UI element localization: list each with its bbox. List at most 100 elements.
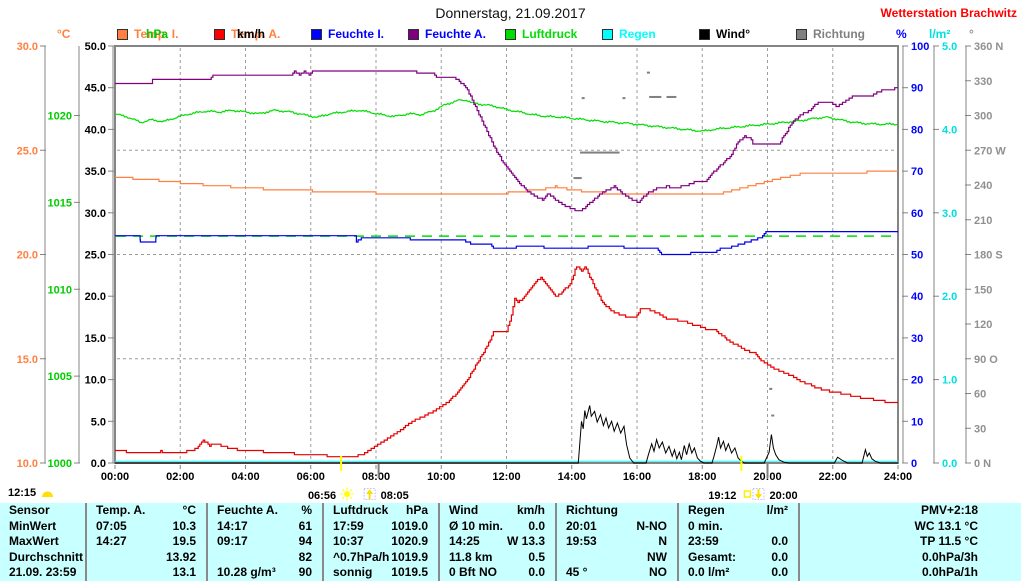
- table-cell-right: km/h: [516, 503, 545, 517]
- table-cell: 14:25 W 13.3: [440, 534, 554, 550]
- table-cell-left: 14:27: [96, 534, 127, 549]
- table-cell-left: 10:37: [333, 534, 364, 549]
- table-cell-right: 0.0hPa/1h: [921, 565, 978, 580]
- sun-low-icon: [42, 491, 54, 497]
- legend-swatch: [214, 28, 225, 40]
- unit-label-kmh: km/h: [237, 27, 266, 41]
- axis-tick-label: 70: [911, 166, 923, 178]
- time-label: 00:00: [101, 471, 129, 483]
- axis-tick-label: 180 S: [974, 250, 1003, 262]
- table-cell: 10:37 1020.9: [324, 534, 437, 550]
- table-separator: [85, 503, 87, 581]
- unit-label-deg: °: [969, 27, 974, 41]
- status-time-label: 12:15: [8, 487, 37, 499]
- legend-label: Feuchte I.: [328, 27, 385, 41]
- table-cell-right: %: [301, 503, 312, 517]
- table-separator: [322, 503, 324, 581]
- table-cell-left: Wind: [449, 503, 479, 517]
- legend-item-2: Temp. A.: [214, 28, 280, 40]
- table-row-label: Durchschnitt: [9, 549, 84, 564]
- table-cell-right: 10.3: [172, 518, 196, 533]
- legend-swatch: [505, 28, 516, 40]
- table-cell: 0.0hPa/3h: [800, 550, 1020, 566]
- unit-label-pct: %: [896, 27, 907, 41]
- axis-tick-label: 360 N: [974, 41, 1003, 53]
- table-cell-left: Temp. A.: [96, 503, 146, 517]
- table-cell-right: 1019.0: [391, 518, 428, 533]
- table-cell-left: 45 °: [566, 565, 588, 580]
- table-separator: [206, 503, 208, 581]
- axis-hpa: 1020 1015 1010 1005 1000: [48, 46, 80, 470]
- marker-time-label: 20:00: [770, 490, 798, 502]
- table-cell-right: 13.1: [172, 565, 196, 580]
- axis-tick-label: 90: [911, 83, 923, 95]
- table-separator: [438, 503, 440, 581]
- table-col-feuchte_a: Feuchte A.% 14:17 61 09:17 94 82 10.28 g/m³ 90: [208, 503, 321, 581]
- axis-tick-label: 30: [974, 423, 986, 435]
- series-richtung: [573, 71, 775, 417]
- square-icon: [743, 490, 752, 498]
- table-cell-right: 94: [298, 534, 312, 549]
- table-cell-left: 23:59: [688, 534, 719, 549]
- axis-tick-label: 15.0: [17, 354, 38, 366]
- table-col-pmv: PMV+2:18 WC 13.1 °C TP 11.5 °C 0.0hPa/3h 0.0…: [800, 503, 1020, 581]
- axis-tick-label: 4.0: [942, 124, 957, 136]
- legend-item-1: Temp. I.: [117, 28, 178, 40]
- series-feuchte_a: [115, 70, 898, 212]
- table-row-label: MinWert: [9, 518, 57, 533]
- axis-tick-label: 60: [911, 208, 923, 220]
- table-cell-left: 14:17: [217, 518, 248, 533]
- table-cell-right: 19.5: [172, 534, 196, 549]
- axis-tick-label: 330: [974, 76, 992, 88]
- time-label: 12:00: [492, 471, 520, 483]
- arrow-down-icon: [752, 488, 765, 500]
- table-separator: [555, 503, 557, 581]
- axis-tick-label: 1010: [48, 284, 72, 296]
- table-cell: Ø 10 min. 0.0: [440, 519, 554, 535]
- table-cell: 07:05 10.3: [87, 519, 205, 535]
- table-cell: Temp. A. °C: [87, 503, 205, 519]
- axis-tick-label: 80: [911, 124, 923, 136]
- axis-tick-label: 90 O: [974, 354, 998, 366]
- table-cell: 82: [208, 550, 321, 566]
- table-cell-left: 0.0 l/m²: [688, 565, 730, 580]
- axis-tick-label: 0.0: [91, 458, 106, 470]
- axis-tick-label: 240: [974, 180, 992, 192]
- sun-icon: [340, 487, 354, 501]
- table-cell: sonnig 1019.5: [324, 565, 437, 581]
- table-cell: 13.92: [87, 550, 205, 566]
- axis-tick-label: 15.0: [85, 333, 106, 345]
- table-cell: 0 Bft NO 0.0: [440, 565, 554, 581]
- table-cell-right: 1019.9: [391, 549, 428, 564]
- unit-label-lm2: l/m²: [929, 27, 951, 41]
- table-col-richtung: Richtung 20:01 N-NO 19:53 N NW 45 ° NO: [557, 503, 676, 581]
- axis-tick-label: 25.0: [85, 250, 106, 262]
- axis-celsius: 30.0 25.0 20.0 15.0 10.0: [17, 41, 46, 470]
- time-label: 16:00: [623, 471, 651, 483]
- marker-time-label: 08:05: [381, 490, 409, 502]
- table-cell: TP 11.5 °C: [800, 534, 1020, 550]
- table-cell-left: Richtung: [566, 503, 618, 517]
- table-cell: Feuchte A.%: [208, 503, 321, 519]
- table-row-label: 21.09. 23:59: [9, 565, 77, 580]
- series-luftdruck: [114, 98, 899, 133]
- summary-table: Sensor MinWert MaxWert Durchschnitt 21.09. 2…: [0, 503, 1021, 581]
- table-cell: Luftdruck hPa: [324, 503, 437, 519]
- table-cell-right: WC 13.1 °C: [914, 518, 978, 533]
- table-cell: Gesamt: 0.0: [679, 550, 797, 566]
- table-cell-right: PMV+2:18: [920, 503, 978, 517]
- axis-tick-label: 30: [911, 333, 923, 345]
- marker-time-label: 19:12: [708, 490, 736, 502]
- axis-tick-label: 100: [911, 41, 929, 53]
- table-cell-left: 20:01: [566, 518, 597, 533]
- table-cell-left: 10.28 g/m³: [217, 565, 276, 580]
- axis-tick-label: 45.0: [85, 83, 106, 95]
- axis-tick-label: 5.0: [91, 416, 106, 428]
- table-cell-left: Regen: [688, 503, 725, 517]
- axis-tick-label: 1000: [48, 458, 72, 470]
- table-cell: 23:59 0.0: [679, 534, 797, 550]
- axis-tick-label: 150: [974, 284, 992, 296]
- table-cell: 09:17 94: [208, 534, 321, 550]
- table-cell-right: 0.0: [528, 565, 545, 580]
